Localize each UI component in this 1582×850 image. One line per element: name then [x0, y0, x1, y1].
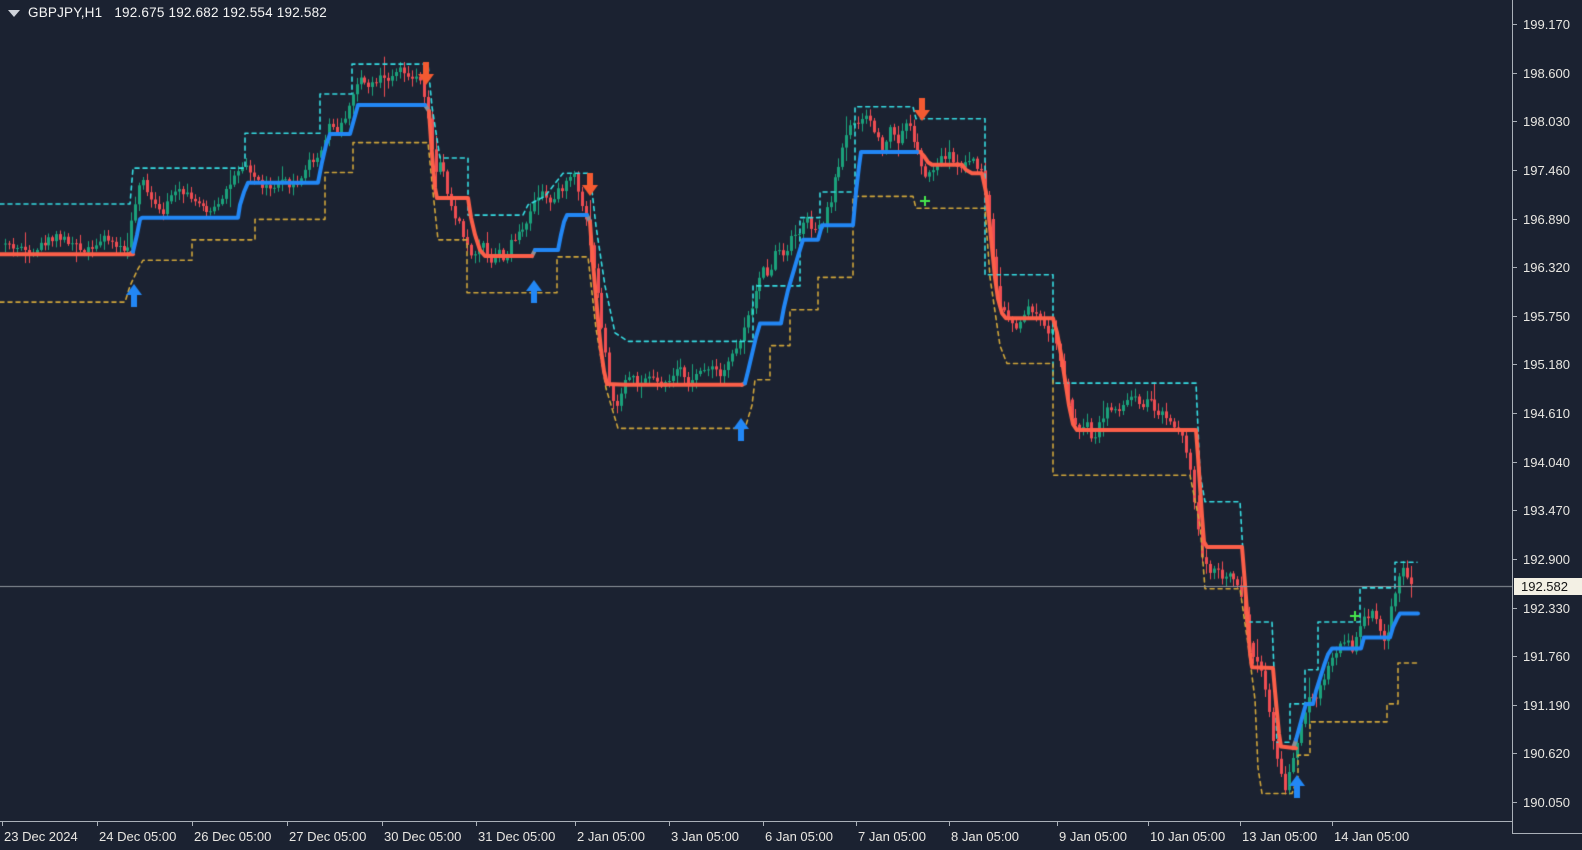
- price-tick-mark: [1512, 364, 1517, 366]
- time-tick-mark: [192, 821, 193, 826]
- price-tick-mark: [1512, 461, 1517, 463]
- time-tick-mark: [669, 821, 670, 826]
- time-tick-label: 7 Jan 05:00: [858, 829, 926, 844]
- time-tick-label: 14 Jan 05:00: [1334, 829, 1410, 844]
- time-tick-mark: [2, 821, 3, 826]
- triangle-down-icon[interactable]: [8, 9, 20, 17]
- price-tick-label: 195.180: [1523, 357, 1570, 373]
- time-tick-label: 27 Dec 05:00: [289, 829, 367, 844]
- time-tick-mark: [949, 821, 950, 826]
- price-tick-label: 195.750: [1523, 308, 1570, 324]
- price-tick-label: 194.040: [1523, 454, 1570, 470]
- time-tick-mark: [575, 821, 576, 826]
- time-tick-mark: [476, 821, 477, 826]
- time-tick-mark: [287, 821, 288, 826]
- time-tick-label: 13 Jan 05:00: [1242, 829, 1318, 844]
- time-tick-mark: [856, 821, 857, 826]
- price-tick-label: 192.900: [1523, 551, 1570, 567]
- price-tick-mark: [1512, 802, 1517, 804]
- current-price-box: 192.582: [1514, 578, 1582, 596]
- time-axis[interactable]: 23 Dec 2024 24 Dec 05:00 26 Dec 05:00 27 De…: [0, 821, 1512, 850]
- price-tick-mark: [1512, 656, 1517, 658]
- time-tick-label: 24 Dec 05:00: [99, 829, 177, 844]
- price-tick-label: 190.050: [1523, 795, 1570, 811]
- time-tick-mark: [1057, 821, 1058, 826]
- time-tick-label: 10 Jan 05:00: [1150, 829, 1226, 844]
- price-tick-mark: [1512, 72, 1517, 74]
- price-tick-label: 197.460: [1523, 162, 1570, 178]
- price-tick-mark: [1512, 315, 1517, 317]
- price-tick-mark: [1512, 607, 1517, 609]
- price-tick-label: 194.610: [1523, 406, 1570, 421]
- time-tick-mark: [1148, 821, 1149, 826]
- price-tick-mark: [1512, 267, 1517, 269]
- price-tick-mark: [1512, 218, 1517, 220]
- price-tick-label: 198.600: [1523, 65, 1570, 81]
- price-axis[interactable]: 192.582 199.170 198.600 198.030 197.460 196.…: [1512, 0, 1582, 834]
- time-tick-label: 31 Dec 05:00: [478, 829, 556, 844]
- ohlc-values-label: 192.675 192.682 192.554 192.582: [114, 5, 327, 20]
- price-tick-label: 199.170: [1523, 17, 1570, 32]
- price-tick-label: 192.330: [1523, 600, 1570, 616]
- price-tick-mark: [1512, 121, 1517, 123]
- price-tick-mark: [1512, 169, 1517, 171]
- chart-title-bar: GBPJPY,H1 192.675 192.682 192.554 192.58…: [8, 5, 327, 20]
- time-tick-mark: [1332, 821, 1333, 826]
- time-tick-label: 9 Jan 05:00: [1059, 829, 1127, 844]
- price-tick-label: 196.320: [1523, 260, 1570, 276]
- price-tick-label: 198.030: [1523, 114, 1570, 130]
- time-tick-label: 8 Jan 05:00: [951, 829, 1019, 844]
- price-tick-label: 191.760: [1523, 649, 1570, 665]
- price-tick-mark: [1512, 753, 1517, 755]
- time-tick-label: 23 Dec 2024: [4, 829, 78, 844]
- time-tick-mark: [382, 821, 383, 826]
- time-tick-label: 3 Jan 05:00: [671, 829, 739, 844]
- price-tick-label: 190.620: [1523, 746, 1570, 762]
- price-tick-label: 191.190: [1523, 697, 1570, 713]
- price-tick-label: 193.470: [1523, 503, 1570, 519]
- time-tick-label: 26 Dec 05:00: [194, 829, 272, 844]
- time-tick-mark: [1240, 821, 1241, 826]
- price-tick-mark: [1512, 704, 1517, 706]
- price-tick-label: 196.890: [1523, 211, 1570, 227]
- time-tick-label: 30 Dec 05:00: [384, 829, 462, 844]
- price-tick-mark: [1512, 413, 1517, 414]
- price-tick-mark: [1512, 24, 1517, 25]
- time-tick-mark: [97, 821, 98, 826]
- price-tick-mark: [1512, 558, 1517, 560]
- time-tick-mark: [763, 821, 764, 826]
- price-tick-mark: [1512, 510, 1517, 512]
- symbol-period-label: GBPJPY,H1: [28, 5, 103, 20]
- time-tick-label: 6 Jan 05:00: [765, 829, 833, 844]
- time-tick-label: 2 Jan 05:00: [577, 829, 645, 844]
